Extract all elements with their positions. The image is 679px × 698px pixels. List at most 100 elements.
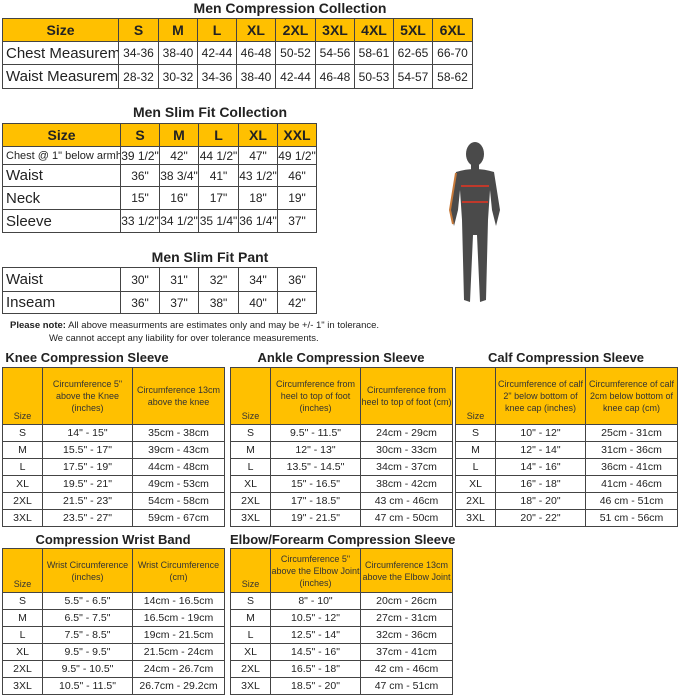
tolerance-note-line1: Please note: All above measurments are e… [10, 320, 379, 331]
row-label: 2XL [2, 660, 43, 678]
calf-title: Calf Compression Sleeve [487, 350, 645, 365]
table-cell: 15" - 16.5" [270, 475, 361, 493]
table-cell: 42-44 [275, 64, 316, 89]
table-cell: 46 cm - 51cm [585, 492, 678, 510]
column-header: Size [2, 18, 119, 42]
row-label: L [2, 626, 43, 644]
table-cell: 30" [120, 267, 160, 292]
table-row: M 6.5" - 7.5" 16.5cm - 19cm [2, 609, 225, 627]
header-row: Size Circumference 5" above the Elbow Joi… [230, 548, 453, 593]
table-cell: 12" - 14" [495, 441, 586, 459]
table-cell: 24cm - 29cm [360, 424, 453, 442]
table-cell: 51 cm - 56cm [585, 509, 678, 527]
table-cell: 42" [277, 291, 317, 314]
table-cell: 37" [277, 209, 317, 233]
table-cell: 19cm - 21.5cm [132, 626, 225, 644]
table-row: XL 14.5" - 16" 37cm - 41cm [230, 643, 453, 661]
table-row: Waist Measurement28-3230-3234-3638-4042-… [2, 64, 473, 89]
table-cell: 18" - 20" [495, 492, 586, 510]
row-label: 2XL [2, 492, 43, 510]
table-cell: 34cm - 37cm [360, 458, 453, 476]
column-header: L [197, 18, 237, 42]
header-row: Size Circumference from heel to top of fo… [230, 367, 453, 425]
table-cell: 46" [277, 164, 317, 187]
table-cell: 24cm - 26.7cm [132, 660, 225, 678]
table-cell: 16.5" - 18" [270, 660, 361, 678]
table-cell: 43 1/2" [238, 164, 278, 187]
row-label: Waist [2, 164, 121, 187]
table-cell: 32cm - 36cm [360, 626, 453, 644]
row-label: 2XL [230, 492, 271, 510]
table-row: L 14" - 16" 36cm - 41cm [455, 458, 678, 476]
table-cell: 47 cm - 50cm [360, 509, 453, 527]
table-cell: 19" - 21.5" [270, 509, 361, 527]
table-row: 3XL 23.5" - 27" 59cm - 67cm [2, 509, 225, 527]
table-cell: 9.5" - 10.5" [42, 660, 133, 678]
row-label: L [230, 458, 271, 476]
row-label: Chest @ 1" below armhole [2, 146, 121, 165]
row-label: M [2, 609, 43, 627]
elbow-title: Elbow/Forearm Compression Sleeve [230, 532, 456, 547]
table-cell: 14.5" - 16" [270, 643, 361, 661]
table-cell: 58-62 [432, 64, 473, 89]
table-cell: 50-53 [354, 64, 394, 89]
pant-size-table: Waist 30" 31" 32" 34" 36" Inseam 36" 37" 38" 40" 42… [2, 267, 317, 314]
column-header: Wrist Circumference (inches) [42, 548, 133, 593]
calf-size-table: Size Circumference of calf 2" below botto… [455, 367, 678, 527]
row-label: Sleeve [2, 209, 121, 233]
table-cell: 36" [120, 164, 160, 187]
table-cell: 31" [159, 267, 199, 292]
table-cell: 14" - 15" [42, 424, 133, 442]
table-cell: 16.5cm - 19cm [132, 609, 225, 627]
table-cell: 54-57 [393, 64, 433, 89]
table-cell: 49cm - 53cm [132, 475, 225, 493]
knee-size-table: Size Circumference 5" above the Knee (inc… [2, 367, 225, 527]
table-cell: 38cm - 42cm [360, 475, 453, 493]
row-label: L [230, 626, 271, 644]
table-cell: 34-36 [118, 41, 159, 65]
table-cell: 28-32 [118, 64, 159, 89]
knee-title: Knee Compression Sleeve [5, 350, 169, 365]
table-row: XL 19.5" - 21" 49cm - 53cm [2, 475, 225, 493]
table-cell: 36" [120, 291, 160, 314]
table-cell: 41cm - 46cm [585, 475, 678, 493]
table-row: 3XL 20" - 22" 51 cm - 56cm [455, 509, 678, 527]
table-cell: 20cm - 26cm [360, 592, 453, 610]
table-cell: 39 1/2" [120, 146, 160, 165]
column-header: 3XL [315, 18, 355, 42]
column-header: Size [2, 367, 43, 425]
table-cell: 66-70 [432, 41, 473, 65]
table-cell: 19" [277, 186, 317, 210]
ankle-size-table: Size Circumference from heel to top of fo… [230, 367, 453, 527]
row-label: Chest Measurement [2, 41, 119, 65]
row-label: S [2, 424, 43, 442]
table-cell: 40" [238, 291, 278, 314]
column-header: Size [230, 367, 271, 425]
table-cell: 17" - 18.5" [270, 492, 361, 510]
row-label: S [230, 592, 271, 610]
row-label: M [2, 441, 43, 459]
table-row: Chest Measurement34-3638-4042-4446-4850-… [2, 41, 473, 65]
column-header: Size [230, 548, 271, 593]
table-row: 3XL 19" - 21.5" 47 cm - 50cm [230, 509, 453, 527]
table-row: 2XL 17" - 18.5" 43 cm - 46cm [230, 492, 453, 510]
header-row: Size Circumference 5" above the Knee (inc… [2, 367, 225, 425]
table-cell: 34" [238, 267, 278, 292]
column-header: Size [2, 123, 121, 147]
table-row: Waist 30" 31" 32" 34" 36" [2, 267, 317, 292]
table-cell: 9.5" - 11.5" [270, 424, 361, 442]
note-text: All above measurments are estimates only… [65, 320, 380, 331]
row-label: M [230, 441, 271, 459]
row-label: S [455, 424, 496, 442]
row-label: L [455, 458, 496, 476]
header-row: Size Circumference of calf 2" below botto… [455, 367, 678, 425]
header-row: Size S M L XL XXL [2, 123, 317, 147]
table-cell: 27cm - 31cm [360, 609, 453, 627]
table-cell: 36" [277, 267, 317, 292]
table-row: L 7.5" - 8.5" 19cm - 21.5cm [2, 626, 225, 644]
column-header: Circumference of calf 2" below bottom of… [495, 367, 586, 425]
table-cell: 6.5" - 7.5" [42, 609, 133, 627]
table-cell: 26.7cm - 29.2cm [132, 677, 225, 695]
table-cell: 20" - 22" [495, 509, 586, 527]
